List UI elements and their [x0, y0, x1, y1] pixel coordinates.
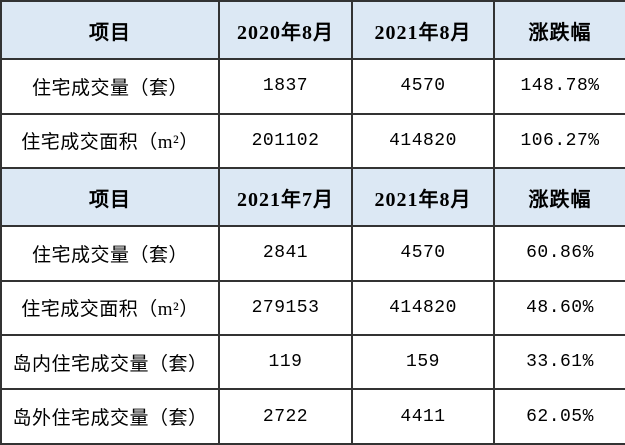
- table-header-row-1: 项目 2020年8月 2021年8月 涨跌幅: [0, 0, 625, 61]
- value-change-pct: 33.61%: [493, 334, 625, 391]
- row-label: 住宅成交面积（m²）: [0, 112, 220, 170]
- header-cell-period-a: 2021年7月: [218, 167, 353, 228]
- value-period-a: 2722: [218, 388, 353, 445]
- row-label: 岛外住宅成交量（套）: [0, 388, 220, 445]
- value-change-pct: 60.86%: [493, 225, 625, 282]
- value-period-b: 4411: [351, 388, 495, 445]
- value-period-b: 4570: [351, 58, 495, 115]
- value-period-b: 414820: [351, 112, 495, 170]
- header-cell-change: 涨跌幅: [493, 167, 625, 228]
- row-label: 住宅成交量（套）: [0, 58, 220, 115]
- table-row: 住宅成交量（套） 2841 4570 60.86%: [0, 225, 625, 282]
- value-change-pct: 106.27%: [493, 112, 625, 170]
- table-header-row-2: 项目 2021年7月 2021年8月 涨跌幅: [0, 167, 625, 228]
- row-label: 住宅成交面积（m²）: [0, 279, 220, 337]
- value-period-b: 414820: [351, 279, 495, 337]
- header-cell-period-b: 2021年8月: [351, 167, 495, 228]
- row-label: 岛内住宅成交量（套）: [0, 334, 220, 391]
- value-period-a: 2841: [218, 225, 353, 282]
- value-period-a: 119: [218, 334, 353, 391]
- header-cell-item: 项目: [0, 167, 220, 228]
- header-cell-period-a: 2020年8月: [218, 0, 353, 61]
- value-change-pct: 62.05%: [493, 388, 625, 445]
- value-period-a: 279153: [218, 279, 353, 337]
- row-label: 住宅成交量（套）: [0, 225, 220, 282]
- table-row: 岛内住宅成交量（套） 119 159 33.61%: [0, 334, 625, 391]
- value-period-a: 201102: [218, 112, 353, 170]
- value-period-b: 4570: [351, 225, 495, 282]
- header-cell-item: 项目: [0, 0, 220, 61]
- value-period-b: 159: [351, 334, 495, 391]
- header-cell-period-b: 2021年8月: [351, 0, 495, 61]
- table-row: 住宅成交量（套） 1837 4570 148.78%: [0, 58, 625, 115]
- table-row: 住宅成交面积（m²） 201102 414820 106.27%: [0, 112, 625, 170]
- table-row: 岛外住宅成交量（套） 2722 4411 62.05%: [0, 388, 625, 445]
- value-period-a: 1837: [218, 58, 353, 115]
- value-change-pct: 48.60%: [493, 279, 625, 337]
- header-cell-change: 涨跌幅: [493, 0, 625, 61]
- value-change-pct: 148.78%: [493, 58, 625, 115]
- table-row: 住宅成交面积（m²） 279153 414820 48.60%: [0, 279, 625, 337]
